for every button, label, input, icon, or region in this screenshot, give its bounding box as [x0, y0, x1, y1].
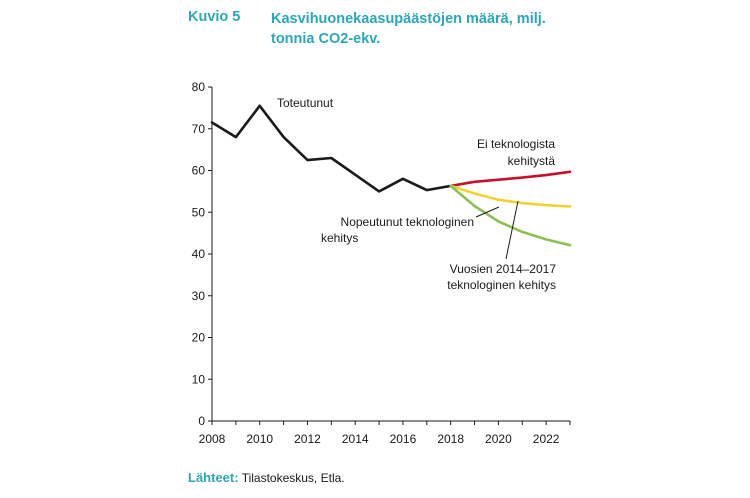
y-tick-label: 80	[192, 80, 206, 94]
figure-title: Kasvihuonekaasupäästöjen määrä, milj. to…	[271, 11, 546, 47]
annotation-4-line2: teknologinen kehitys	[447, 278, 556, 292]
annotation-1: Toteutunut	[277, 96, 334, 110]
y-tick-label: 40	[192, 247, 206, 261]
annotation-2-line2: kehitystä	[508, 154, 556, 168]
chart-annotations: Toteutunut Ei teknologista kehitystä Nopeut…	[277, 96, 556, 292]
y-tick-label: 10	[192, 372, 206, 386]
series-line-3	[449, 184, 572, 208]
x-tick-label: 2022	[533, 432, 560, 446]
x-tick-label: 2008	[199, 432, 226, 446]
chart-series	[210, 104, 572, 247]
annotation-pointer	[505, 200, 519, 260]
series-line-4	[449, 184, 572, 247]
y-tick-label: 50	[192, 205, 206, 219]
x-tick-label: 2010	[246, 432, 273, 446]
annotation-4: Vuosien 2014–2017	[450, 262, 557, 276]
source-label: Lähteet:	[188, 470, 239, 485]
y-tick-label: 70	[192, 122, 206, 136]
x-tick-label: 2014	[342, 432, 369, 446]
annotation-3-line2: kehitys	[321, 231, 358, 245]
x-tick-label: 2020	[485, 432, 512, 446]
x-tick-label: 2018	[437, 432, 464, 446]
chart-axes: 0 10 20 30 40 50 60 70 80 2008 2010 2012 2014 2016 201…	[192, 80, 571, 446]
source-note: Lähteet: Tilastokeskus, Etla.	[188, 470, 345, 485]
annotation-pointer	[475, 206, 500, 218]
y-tick-label: 20	[192, 331, 206, 345]
y-tick-label: 60	[192, 164, 206, 178]
annotation-3: Nopeutunut teknologinen	[341, 215, 474, 229]
y-tick-label: 0	[198, 414, 205, 428]
series-line-1	[210, 104, 453, 193]
x-tick-label: 2016	[390, 432, 417, 446]
x-tick-label: 2012	[294, 432, 321, 446]
figure-label: Kuvio 5	[188, 9, 241, 25]
annotation-2: Ei teknologista	[477, 137, 555, 151]
series-line-2	[449, 170, 572, 188]
source-text: Tilastokeskus, Etla.	[241, 471, 345, 485]
y-tick-label: 30	[192, 289, 206, 303]
